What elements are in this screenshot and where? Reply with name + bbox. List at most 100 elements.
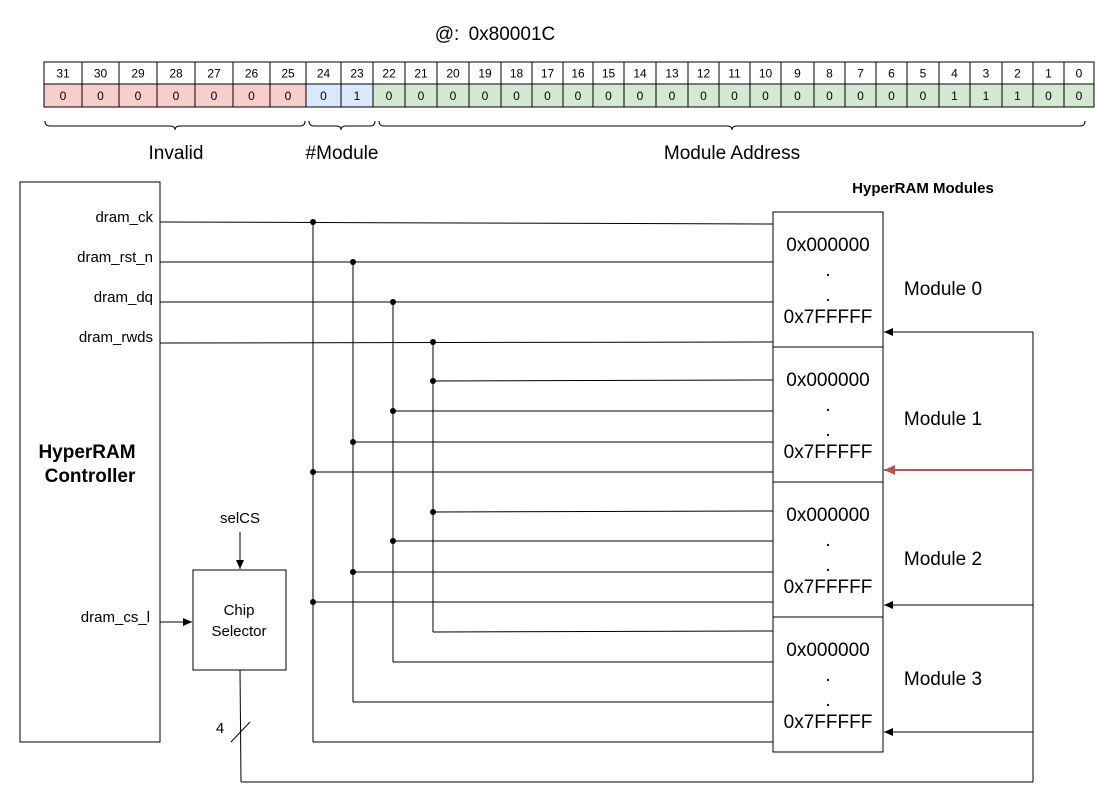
bit-number: 12 xyxy=(697,67,711,81)
bit-value: 0 xyxy=(173,89,180,103)
chip-selector-line1: Chip xyxy=(224,602,255,619)
module-address-end: 0x7FFFFF xyxy=(784,712,873,733)
bit-number: 19 xyxy=(478,67,492,81)
bit-number: 7 xyxy=(857,67,864,81)
bit-value: 0 xyxy=(544,89,551,103)
controller-title-line2: Controller xyxy=(45,466,136,487)
bit-number: 25 xyxy=(281,67,295,81)
module-address-dot: . xyxy=(825,690,830,711)
junction-dq-m1 xyxy=(390,408,396,414)
address-prefix: @: xyxy=(435,24,460,45)
junction-rwds-top xyxy=(430,339,436,345)
bit-value: 0 xyxy=(857,89,864,103)
bit-value: 0 xyxy=(731,89,738,103)
bit-number: 18 xyxy=(510,67,524,81)
bit-value: 1 xyxy=(951,89,958,103)
bit-value: 0 xyxy=(826,89,833,103)
segment-label-invalid: Invalid xyxy=(149,143,204,164)
bus-width-label: 4 xyxy=(216,720,224,737)
bit-number: 3 xyxy=(983,67,990,81)
module-address-dot: . xyxy=(825,530,830,551)
bit-value: 0 xyxy=(97,89,104,103)
module-label: Module 0 xyxy=(904,279,982,300)
bit-value: 0 xyxy=(248,89,255,103)
module-label: Module 2 xyxy=(904,549,982,570)
bit-number: 2 xyxy=(1014,67,1021,81)
wire-ck-main xyxy=(159,221,774,225)
bit-value: 0 xyxy=(211,89,218,103)
junction-ck-top xyxy=(310,219,316,225)
segment-label-module: #Module xyxy=(306,143,379,164)
module-address-start: 0x000000 xyxy=(786,505,869,526)
wire-rwds-m1 xyxy=(432,379,774,382)
hyperram-module xyxy=(772,616,884,753)
bit-value: 0 xyxy=(637,89,644,103)
bit-value: 1 xyxy=(354,89,361,103)
bit-number: 15 xyxy=(602,67,616,81)
module-address-start: 0x000000 xyxy=(786,640,869,661)
bit-number: 13 xyxy=(665,67,679,81)
bit-value: 0 xyxy=(513,89,520,103)
segment-label-module-address: Module Address xyxy=(664,143,800,164)
bit-value: 0 xyxy=(700,89,707,103)
signal-label-dram-cs-l: dram_cs_l xyxy=(81,609,150,626)
bit-register: 3103002902802702602502402312202102001901… xyxy=(43,61,1095,108)
bit-number: 29 xyxy=(131,67,145,81)
segment-braces xyxy=(44,120,1086,131)
bus-width-slash xyxy=(230,721,251,743)
wire-rwds-m3 xyxy=(432,630,774,633)
address-value: 0x80001C xyxy=(469,24,556,45)
bit-number: 26 xyxy=(245,67,259,81)
module-address-dot: . xyxy=(825,420,830,441)
module-address-dot: . xyxy=(825,395,830,416)
bit-number: 0 xyxy=(1076,67,1083,81)
module-label: Module 1 xyxy=(904,409,982,430)
junction-ck-m1 xyxy=(310,469,316,475)
bit-number: 17 xyxy=(541,67,555,81)
signal-label-dram-ck: dram_ck xyxy=(95,209,153,226)
module-label: Module 3 xyxy=(904,669,982,690)
bit-value-cell xyxy=(1063,83,1095,108)
chip-selector xyxy=(192,569,287,671)
bit-number: 31 xyxy=(56,67,70,81)
module-address-start: 0x000000 xyxy=(786,370,869,391)
signal-label-dram-rwds: dram_rwds xyxy=(79,329,153,346)
bit-number: 28 xyxy=(169,67,183,81)
bit-number: 16 xyxy=(571,67,585,81)
bit-value: 0 xyxy=(1045,89,1052,103)
bit-value: 0 xyxy=(60,89,67,103)
module-address-start: 0x000000 xyxy=(786,235,869,256)
signal-label-dram-dq: dram_dq xyxy=(94,289,153,306)
bit-value: 0 xyxy=(482,89,489,103)
chip-selector-line2: Selector xyxy=(211,623,266,640)
bit-value: 0 xyxy=(1076,89,1083,103)
bit-number: 6 xyxy=(888,67,895,81)
selcs-label: selCS xyxy=(220,510,260,527)
wire-rwds-main xyxy=(159,341,774,344)
junction-dq-top xyxy=(390,299,396,305)
signal-label-dram-rst-n: dram_rst_n xyxy=(77,249,153,266)
bit-value: 0 xyxy=(762,89,769,103)
hyperram-module xyxy=(772,346,884,483)
module-address-dot: . xyxy=(825,285,830,306)
module-address-end: 0x7FFFFF xyxy=(784,307,873,328)
module-address-dot: . xyxy=(825,665,830,686)
bit-number: 22 xyxy=(382,67,396,81)
junction-ck-m2 xyxy=(310,599,316,605)
bit-number: 1 xyxy=(1045,67,1052,81)
bit-number: 10 xyxy=(759,67,773,81)
wire-cs-bus-down xyxy=(239,669,242,783)
bit-value: 0 xyxy=(418,89,425,103)
bit-number: 11 xyxy=(728,67,741,81)
bit-value: 0 xyxy=(888,89,895,103)
brace-invalid xyxy=(44,120,306,131)
bus-wires xyxy=(159,219,774,743)
bit-number: 14 xyxy=(633,67,647,81)
bit-number: 20 xyxy=(446,67,460,81)
junction-rwds-m2 xyxy=(430,509,436,515)
bit-value: 0 xyxy=(794,89,801,103)
bit-number: 8 xyxy=(826,67,833,81)
junction-rwds-m1 xyxy=(430,378,436,384)
module-address-dot: . xyxy=(825,260,830,281)
